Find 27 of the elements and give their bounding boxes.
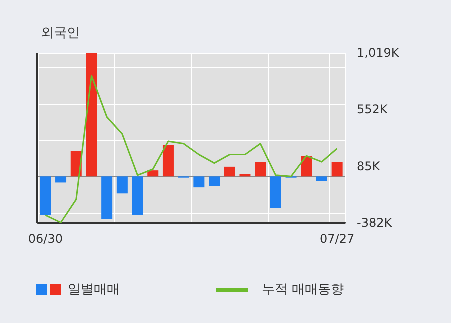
- bar: [148, 170, 159, 177]
- bar: [56, 176, 67, 183]
- x-tick-label: 07/27: [320, 232, 355, 246]
- bar: [194, 176, 205, 188]
- bar: [316, 176, 328, 182]
- y-tick-label: 552K: [357, 102, 389, 117]
- bar: [224, 166, 236, 177]
- bar: [209, 176, 220, 186]
- bar: [116, 176, 128, 194]
- bar: [132, 176, 144, 216]
- bar: [255, 162, 266, 177]
- x-tick-label: 06/30: [28, 232, 63, 246]
- bar: [40, 176, 52, 216]
- bar: [332, 162, 343, 177]
- line-series: [44, 75, 338, 224]
- chart-title: 외국인: [41, 26, 80, 41]
- bar: [270, 176, 282, 208]
- bar: [102, 176, 113, 220]
- bar: [86, 53, 98, 177]
- legend-label: 누적 매매동향: [262, 282, 344, 298]
- y-tick-label: -382K: [357, 216, 394, 230]
- bar: [240, 174, 251, 177]
- y-tick-label: 1,019K: [357, 46, 400, 60]
- bar: [162, 145, 174, 177]
- bar: [301, 156, 312, 177]
- y-tick-label: 85K: [357, 159, 382, 174]
- legend-label: 일별매매: [68, 282, 120, 298]
